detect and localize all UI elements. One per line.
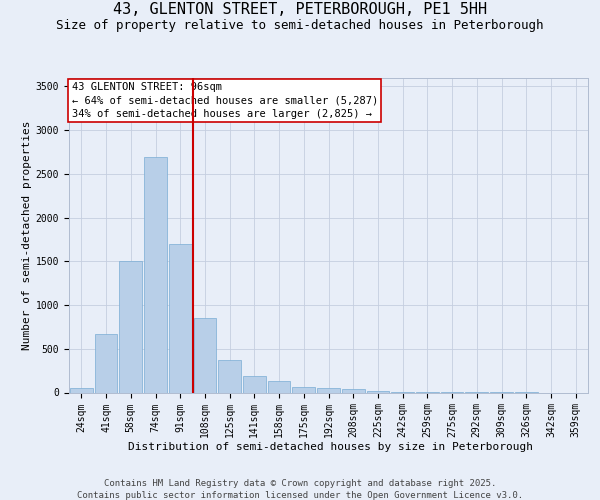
Bar xyxy=(95,334,118,392)
Bar xyxy=(268,381,290,392)
Text: Distribution of semi-detached houses by size in Peterborough: Distribution of semi-detached houses by … xyxy=(128,442,533,452)
Bar xyxy=(70,388,93,392)
Bar xyxy=(144,157,167,392)
Bar xyxy=(317,388,340,392)
Text: Size of property relative to semi-detached houses in Peterborough: Size of property relative to semi-detach… xyxy=(56,19,544,32)
Bar xyxy=(119,261,142,392)
Bar xyxy=(367,391,389,392)
Text: 43, GLENTON STREET, PETERBOROUGH, PE1 5HH: 43, GLENTON STREET, PETERBOROUGH, PE1 5H… xyxy=(113,2,487,18)
Bar xyxy=(194,318,216,392)
Bar xyxy=(243,376,266,392)
Text: Contains HM Land Registry data © Crown copyright and database right 2025.
Contai: Contains HM Land Registry data © Crown c… xyxy=(77,478,523,500)
Bar xyxy=(169,244,191,392)
Bar xyxy=(218,360,241,392)
Bar xyxy=(292,387,315,392)
Bar xyxy=(342,390,365,392)
Text: 43 GLENTON STREET: 96sqm
← 64% of semi-detached houses are smaller (5,287)
34% o: 43 GLENTON STREET: 96sqm ← 64% of semi-d… xyxy=(71,82,378,118)
Y-axis label: Number of semi-detached properties: Number of semi-detached properties xyxy=(22,120,32,350)
